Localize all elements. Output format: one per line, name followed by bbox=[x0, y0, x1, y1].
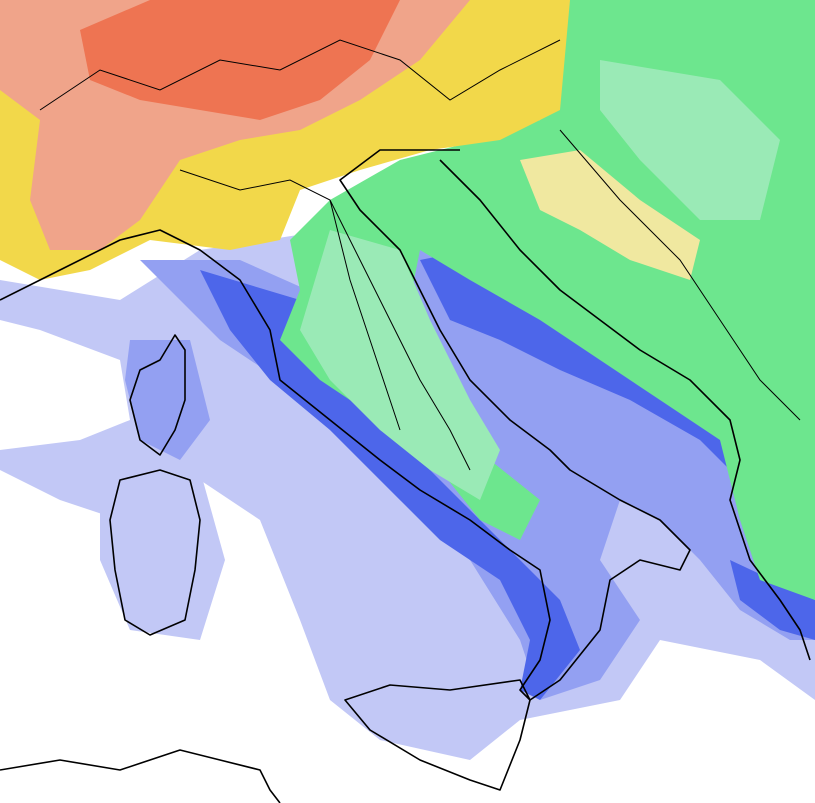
coastline-balkans bbox=[439, 159, 811, 661]
coastline-corsica bbox=[129, 334, 186, 456]
coastline-sicily bbox=[344, 679, 531, 791]
border-regions bbox=[179, 129, 801, 471]
field-pale-yellow bbox=[520, 150, 700, 280]
field-light-green-balkan bbox=[600, 60, 780, 220]
field-light-green bbox=[300, 230, 500, 500]
field-medium-blue-corsica bbox=[125, 340, 210, 460]
border-alps bbox=[39, 39, 561, 111]
coastline-italy bbox=[0, 149, 691, 701]
coastline-africa bbox=[0, 749, 281, 803]
field-light-blue-sardinia bbox=[100, 470, 225, 640]
field-dark-blue-adriatic bbox=[420, 250, 740, 480]
field-dark-blue bbox=[200, 270, 580, 700]
coastline-sardinia bbox=[109, 469, 201, 636]
